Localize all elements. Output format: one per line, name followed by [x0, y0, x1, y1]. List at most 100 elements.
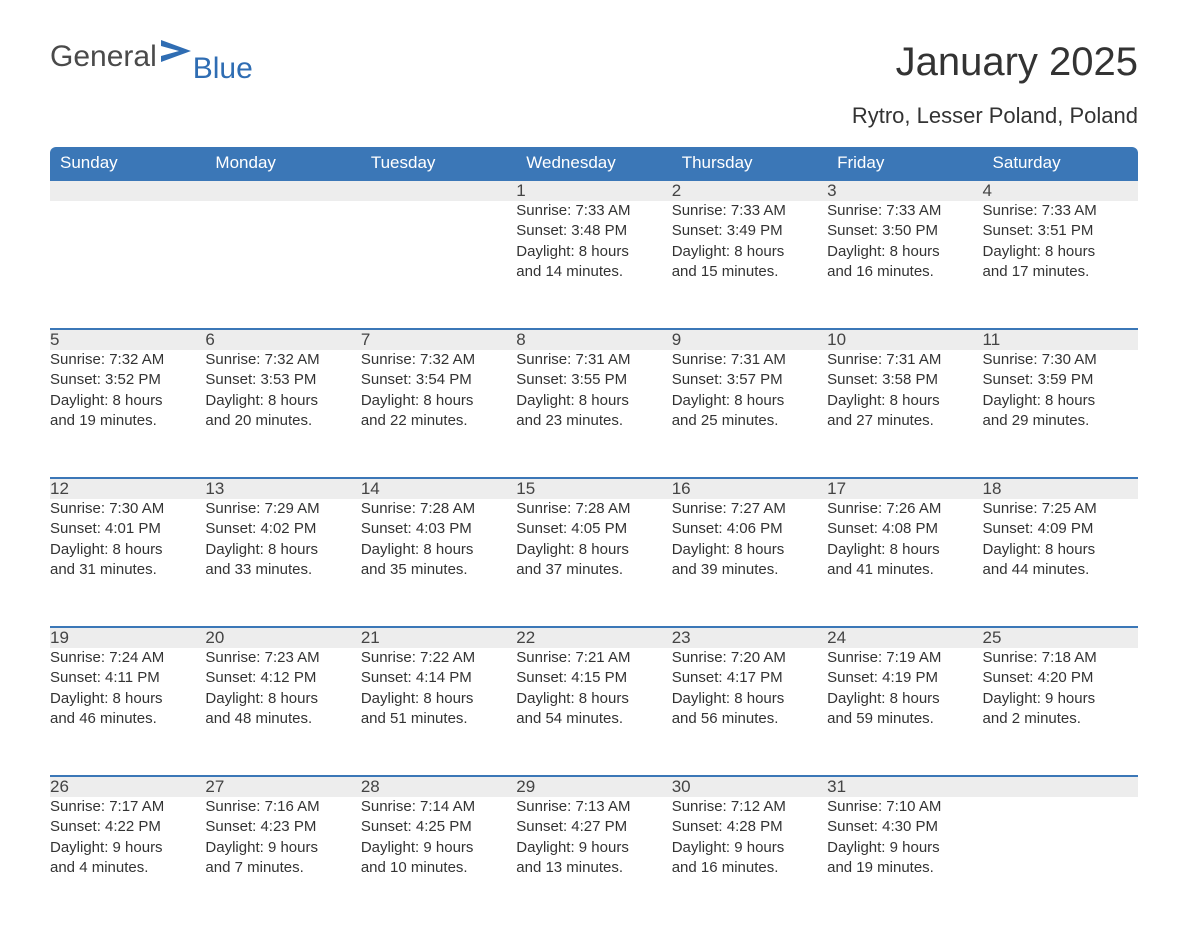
day-sunset: Sunset: 4:12 PM — [205, 668, 360, 688]
week-daynum-row: 19202122232425 — [50, 627, 1138, 648]
title-block: January 2025 — [896, 40, 1138, 85]
day-d1: Daylight: 8 hours — [516, 689, 671, 709]
day-d2: and 7 minutes. — [205, 858, 360, 878]
day-d2: and 13 minutes. — [516, 858, 671, 878]
day-sunrise: Sunrise: 7:18 AM — [983, 648, 1138, 668]
day-d2: and 59 minutes. — [827, 709, 982, 729]
day-cell: Sunrise: 7:20 AMSunset: 4:17 PMDaylight:… — [672, 648, 827, 776]
day-sunrise: Sunrise: 7:14 AM — [361, 797, 516, 817]
day-number: 25 — [983, 627, 1138, 648]
day-d1: Daylight: 8 hours — [50, 540, 205, 560]
day-d1: Daylight: 8 hours — [205, 540, 360, 560]
day-d1: Daylight: 9 hours — [827, 838, 982, 858]
day-cell: Sunrise: 7:28 AMSunset: 4:03 PMDaylight:… — [361, 499, 516, 627]
day-sunset: Sunset: 4:27 PM — [516, 817, 671, 837]
day-cell: Sunrise: 7:23 AMSunset: 4:12 PMDaylight:… — [205, 648, 360, 776]
day-cell: Sunrise: 7:33 AMSunset: 3:48 PMDaylight:… — [516, 201, 671, 329]
day-sunset: Sunset: 3:59 PM — [983, 370, 1138, 390]
day-d1: Daylight: 8 hours — [205, 689, 360, 709]
day-number: 11 — [983, 329, 1138, 350]
day-d2: and 23 minutes. — [516, 411, 671, 431]
day-d1: Daylight: 8 hours — [516, 540, 671, 560]
day-number: 2 — [672, 180, 827, 201]
day-sunset: Sunset: 4:08 PM — [827, 519, 982, 539]
week-data-row: Sunrise: 7:17 AMSunset: 4:22 PMDaylight:… — [50, 797, 1138, 925]
day-sunset: Sunset: 4:01 PM — [50, 519, 205, 539]
day-d2: and 31 minutes. — [50, 560, 205, 580]
day-d1: Daylight: 8 hours — [361, 540, 516, 560]
day-d1: Daylight: 8 hours — [672, 391, 827, 411]
day-d1: Daylight: 8 hours — [983, 242, 1138, 262]
weekday-header: Friday — [827, 147, 982, 180]
day-number: 29 — [516, 776, 671, 797]
day-number: 22 — [516, 627, 671, 648]
day-sunset: Sunset: 4:11 PM — [50, 668, 205, 688]
day-d1: Daylight: 8 hours — [361, 689, 516, 709]
day-cell: Sunrise: 7:25 AMSunset: 4:09 PMDaylight:… — [983, 499, 1138, 627]
day-sunrise: Sunrise: 7:32 AM — [205, 350, 360, 370]
day-sunset: Sunset: 3:51 PM — [983, 221, 1138, 241]
day-d2: and 29 minutes. — [983, 411, 1138, 431]
day-number: 18 — [983, 478, 1138, 499]
day-cell: Sunrise: 7:24 AMSunset: 4:11 PMDaylight:… — [50, 648, 205, 776]
day-sunset: Sunset: 4:15 PM — [516, 668, 671, 688]
day-d2: and 33 minutes. — [205, 560, 360, 580]
day-cell: Sunrise: 7:19 AMSunset: 4:19 PMDaylight:… — [827, 648, 982, 776]
day-sunset: Sunset: 4:17 PM — [672, 668, 827, 688]
weekday-header: Wednesday — [516, 147, 671, 180]
empty-day — [983, 776, 1138, 797]
week-data-row: Sunrise: 7:24 AMSunset: 4:11 PMDaylight:… — [50, 648, 1138, 776]
day-d1: Daylight: 8 hours — [205, 391, 360, 411]
day-d1: Daylight: 8 hours — [827, 540, 982, 560]
day-d2: and 41 minutes. — [827, 560, 982, 580]
day-d2: and 27 minutes. — [827, 411, 982, 431]
calendar-table: SundayMondayTuesdayWednesdayThursdayFrid… — [50, 147, 1138, 925]
day-d2: and 44 minutes. — [983, 560, 1138, 580]
day-d2: and 56 minutes. — [672, 709, 827, 729]
weekday-header-row: SundayMondayTuesdayWednesdayThursdayFrid… — [50, 147, 1138, 180]
day-cell: Sunrise: 7:28 AMSunset: 4:05 PMDaylight:… — [516, 499, 671, 627]
day-d1: Daylight: 8 hours — [50, 391, 205, 411]
day-sunrise: Sunrise: 7:31 AM — [827, 350, 982, 370]
day-cell: Sunrise: 7:33 AMSunset: 3:50 PMDaylight:… — [827, 201, 982, 329]
weekday-header: Tuesday — [361, 147, 516, 180]
day-d2: and 39 minutes. — [672, 560, 827, 580]
day-d2: and 19 minutes. — [50, 411, 205, 431]
day-number: 9 — [672, 329, 827, 350]
day-sunrise: Sunrise: 7:12 AM — [672, 797, 827, 817]
day-sunrise: Sunrise: 7:27 AM — [672, 499, 827, 519]
day-number: 6 — [205, 329, 360, 350]
day-d2: and 35 minutes. — [361, 560, 516, 580]
day-cell: Sunrise: 7:32 AMSunset: 3:52 PMDaylight:… — [50, 350, 205, 478]
day-sunrise: Sunrise: 7:33 AM — [672, 201, 827, 221]
day-sunrise: Sunrise: 7:25 AM — [983, 499, 1138, 519]
day-cell: Sunrise: 7:31 AMSunset: 3:58 PMDaylight:… — [827, 350, 982, 478]
day-number: 20 — [205, 627, 360, 648]
day-sunset: Sunset: 4:30 PM — [827, 817, 982, 837]
day-sunrise: Sunrise: 7:33 AM — [516, 201, 671, 221]
day-sunrise: Sunrise: 7:28 AM — [516, 499, 671, 519]
empty-day-data — [361, 201, 516, 329]
day-sunset: Sunset: 3:48 PM — [516, 221, 671, 241]
day-number: 5 — [50, 329, 205, 350]
day-d2: and 54 minutes. — [516, 709, 671, 729]
page-subtitle: Rytro, Lesser Poland, Poland — [50, 103, 1138, 129]
day-sunset: Sunset: 4:23 PM — [205, 817, 360, 837]
day-sunrise: Sunrise: 7:24 AM — [50, 648, 205, 668]
day-sunrise: Sunrise: 7:32 AM — [50, 350, 205, 370]
day-number: 30 — [672, 776, 827, 797]
day-cell: Sunrise: 7:18 AMSunset: 4:20 PMDaylight:… — [983, 648, 1138, 776]
empty-day — [361, 180, 516, 201]
empty-day-data — [205, 201, 360, 329]
day-sunrise: Sunrise: 7:23 AM — [205, 648, 360, 668]
day-d2: and 19 minutes. — [827, 858, 982, 878]
day-number: 31 — [827, 776, 982, 797]
day-d1: Daylight: 8 hours — [983, 540, 1138, 560]
day-number: 28 — [361, 776, 516, 797]
week-daynum-row: 12131415161718 — [50, 478, 1138, 499]
day-d2: and 10 minutes. — [361, 858, 516, 878]
day-d2: and 22 minutes. — [361, 411, 516, 431]
day-number: 13 — [205, 478, 360, 499]
week-daynum-row: 262728293031 — [50, 776, 1138, 797]
day-cell: Sunrise: 7:26 AMSunset: 4:08 PMDaylight:… — [827, 499, 982, 627]
